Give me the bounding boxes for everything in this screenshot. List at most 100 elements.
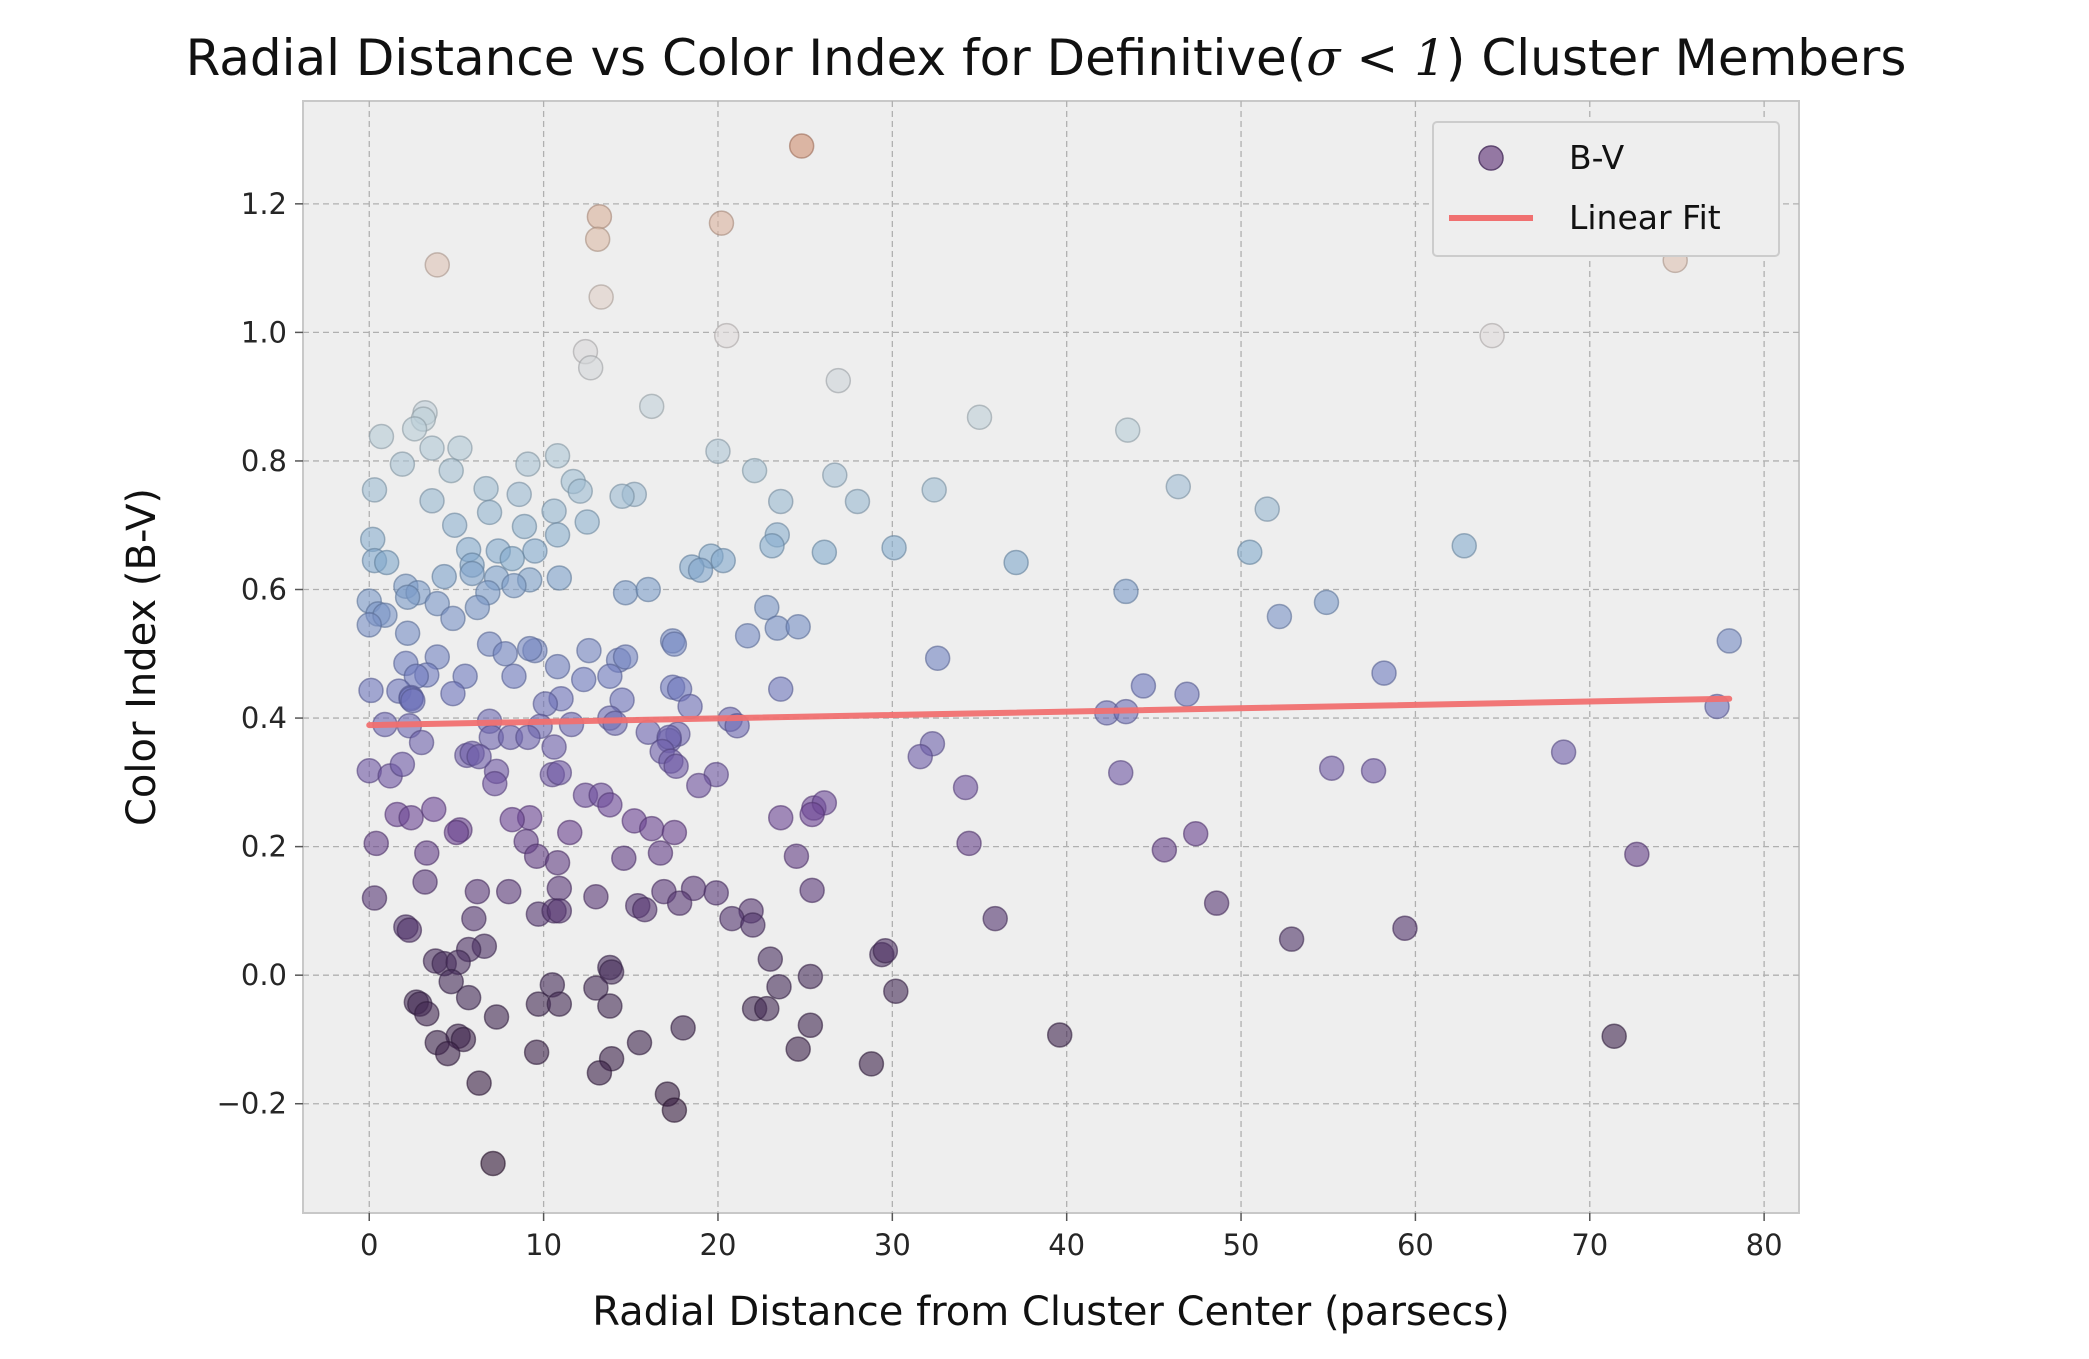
data-point <box>811 539 838 565</box>
data-point <box>506 481 532 508</box>
data-point <box>394 620 421 646</box>
data-point <box>666 890 693 916</box>
data-point <box>466 743 492 770</box>
data-point <box>363 830 389 857</box>
data-point <box>797 963 824 990</box>
data-point <box>1003 549 1029 576</box>
data-point <box>586 203 613 230</box>
data-point <box>767 676 794 702</box>
chart-title: Radial Distance vs Color Index for Defin… <box>186 29 1907 87</box>
y-tick-label: 1.0 <box>241 315 287 349</box>
data-point <box>557 819 583 846</box>
data-point <box>612 644 639 670</box>
data-point <box>907 743 933 770</box>
data-point <box>872 937 899 964</box>
x-tick-label: 60 <box>1397 1228 1434 1262</box>
data-point <box>389 451 416 477</box>
data-point <box>783 843 810 870</box>
data-point <box>1107 759 1134 786</box>
data-point <box>1113 578 1139 605</box>
data-point <box>785 614 811 640</box>
x-tick-label: 30 <box>874 1228 911 1262</box>
data-point <box>661 1097 688 1123</box>
data-point <box>1203 890 1230 916</box>
linear-fit-line <box>366 695 1733 729</box>
data-point <box>501 663 527 690</box>
data-point <box>687 557 714 583</box>
data-point <box>757 946 784 972</box>
data-point <box>734 623 761 649</box>
data-point <box>389 751 416 778</box>
data-point <box>511 513 538 540</box>
data-point <box>766 973 792 1000</box>
data-point <box>546 875 573 902</box>
data-point <box>394 584 421 610</box>
data-point <box>424 590 451 617</box>
data-point <box>443 819 470 846</box>
axis-ticks: 0 10 20 30 40 50 60 70 80 −0.2 0.0 0.2 0.4 0.6 0.8 1.0 1… <box>217 187 1783 1262</box>
x-tick-label: 20 <box>700 1228 737 1262</box>
data-point <box>368 423 395 450</box>
data-point <box>438 968 464 995</box>
data-point <box>515 724 541 751</box>
data-point <box>361 477 388 503</box>
data-point <box>710 547 736 574</box>
data-point <box>598 959 625 985</box>
data-point <box>546 759 573 786</box>
data-point <box>703 880 729 906</box>
data-point <box>464 594 491 621</box>
data-point <box>1371 660 1397 686</box>
data-point <box>1165 473 1192 500</box>
data-point <box>546 898 573 924</box>
data-point <box>546 991 573 1017</box>
fit-line-group <box>366 695 1733 729</box>
data-point <box>440 605 466 632</box>
legend-label-linear-fit: Linear Fit <box>1569 198 1721 237</box>
x-tick-label: 40 <box>1048 1228 1085 1262</box>
chart-title-math: σ < 1 <box>1306 29 1446 87</box>
data-point <box>544 653 571 680</box>
data-point <box>541 734 567 760</box>
data-point <box>1237 539 1263 565</box>
data-point <box>516 635 543 662</box>
data-point <box>577 355 604 381</box>
data-point <box>373 549 400 576</box>
y-axis-label: Color Index (B-V) <box>119 488 165 826</box>
data-point <box>647 840 674 866</box>
data-point <box>476 499 503 526</box>
data-point <box>570 666 597 693</box>
data-point <box>1130 673 1157 699</box>
data-point <box>414 840 440 866</box>
data-point <box>583 884 609 910</box>
x-tick-label: 50 <box>1223 1228 1260 1262</box>
data-point <box>441 512 468 538</box>
data-point <box>767 488 794 515</box>
data-point <box>358 677 384 704</box>
data-point <box>638 393 665 420</box>
y-tick-label: 0.8 <box>241 444 287 478</box>
data-point <box>799 877 825 904</box>
data-point <box>356 612 383 638</box>
data-point <box>584 226 611 252</box>
data-point <box>414 1000 440 1027</box>
data-point <box>544 849 571 876</box>
data-point <box>1046 1022 1073 1048</box>
data-point <box>452 663 478 690</box>
data-point <box>609 483 635 510</box>
data-point <box>501 572 527 599</box>
data-point <box>956 830 982 857</box>
x-tick-label: 0 <box>360 1228 378 1262</box>
data-point <box>480 1150 506 1177</box>
x-tick-label: 70 <box>1571 1228 1608 1262</box>
data-point <box>1254 496 1280 522</box>
data-point <box>797 1012 824 1039</box>
data-point <box>754 995 780 1022</box>
data-point <box>1151 837 1178 863</box>
data-point <box>431 563 457 590</box>
data-point <box>767 804 794 831</box>
data-point <box>440 680 466 707</box>
data-point <box>686 772 712 799</box>
data-point <box>825 367 852 394</box>
data-point <box>459 560 485 587</box>
x-tick-label: 10 <box>525 1228 562 1262</box>
